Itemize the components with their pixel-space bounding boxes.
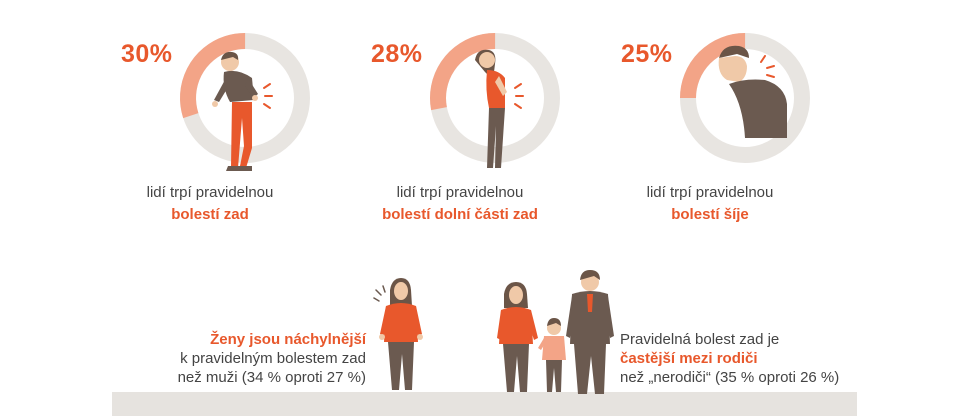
parents-note: Pravidelná bolest zad je častější mezi r… [620, 330, 860, 387]
caption-highlight: bolestí šíje [671, 206, 749, 223]
stat-percent: 28% [371, 40, 423, 68]
stat-back-pain: 30% lidí trpí pravidelnou bolestí zad [65, 0, 365, 240]
note-line: k pravidelným bolestem zad [180, 350, 366, 367]
stat-caption: lidí trpí pravidelnou bolestí šíje [595, 182, 825, 226]
caption-highlight: bolestí zad [171, 206, 249, 223]
note-line: Pravidelná bolest zad je [620, 331, 780, 348]
caption-line: lidí trpí pravidelnou [646, 184, 774, 201]
donut-chart [680, 33, 810, 163]
donut-arc [680, 33, 810, 163]
family-icon [497, 270, 614, 394]
stat-neck-pain: 25% lidí trpí pravidelnou bolestí šíje [565, 0, 865, 240]
caption-line: lidí trpí pravidelnou [396, 184, 524, 201]
woman-pain-icon [373, 278, 423, 390]
donut-arc [180, 33, 310, 163]
stat-percent: 25% [621, 40, 673, 68]
note-highlight: častější mezi rodiči [620, 350, 758, 367]
neck-pain-man-icon [718, 45, 787, 138]
lower-back-pain-woman-icon [475, 49, 524, 168]
stat-caption: lidí trpí pravidelnou bolestí dolní část… [345, 182, 575, 226]
note-line: než „nerodiči“ (35 % oproti 26 %) [620, 369, 840, 386]
stat-caption: lidí trpí pravidelnou bolestí zad [95, 182, 325, 226]
women-note: Ženy jsou náchylnější k pravidelným bole… [150, 330, 366, 387]
caption-highlight: bolestí dolní části zad [382, 206, 538, 223]
caption-line: lidí trpí pravidelnou [146, 184, 274, 201]
donut-arc [430, 33, 560, 163]
ground-strip [112, 392, 857, 416]
stat-percent: 30% [121, 40, 173, 68]
back-pain-man-icon [212, 51, 273, 171]
stat-lower-back-pain: 28% lidí trpí pravidelnou bolestí dolní … [315, 0, 615, 240]
note-highlight: Ženy jsou náchylnější [210, 331, 366, 348]
donut-chart [430, 33, 560, 163]
note-line: než muži (34 % oproti 27 %) [177, 369, 366, 386]
